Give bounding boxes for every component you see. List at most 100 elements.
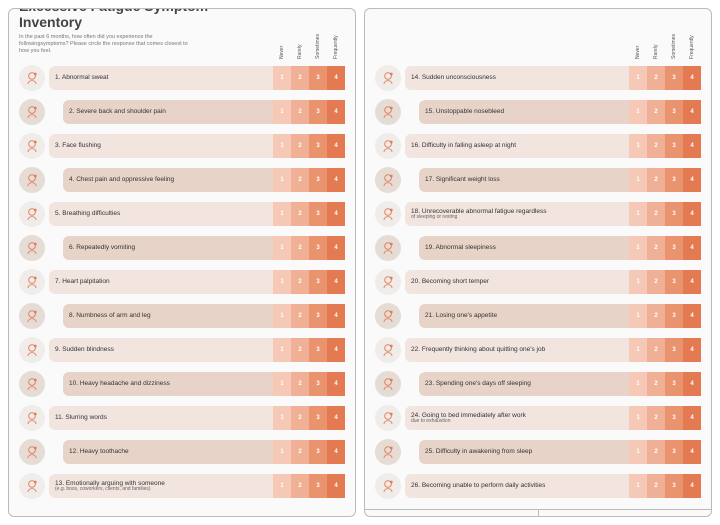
scale-option-4[interactable]: 4	[327, 338, 345, 362]
scale-option-4[interactable]: 4	[327, 406, 345, 430]
scale-option-3[interactable]: 3	[309, 372, 327, 396]
scale-option-2[interactable]: 2	[291, 168, 309, 192]
scale-option-3[interactable]: 3	[665, 406, 683, 430]
scale-option-4[interactable]: 4	[683, 202, 701, 226]
scale-option-2[interactable]: 2	[647, 440, 665, 464]
scale-option-1[interactable]: 1	[629, 304, 647, 328]
scale-option-2[interactable]: 2	[291, 474, 309, 498]
scale-option-4[interactable]: 4	[327, 168, 345, 192]
scale-option-1[interactable]: 1	[629, 440, 647, 464]
scale-option-1[interactable]: 1	[273, 270, 291, 294]
scale-option-3[interactable]: 3	[309, 134, 327, 158]
scale-option-4[interactable]: 4	[683, 304, 701, 328]
scale-option-2[interactable]: 2	[647, 100, 665, 124]
scale-option-3[interactable]: 3	[309, 100, 327, 124]
scale-option-2[interactable]: 2	[291, 236, 309, 260]
scale-option-3[interactable]: 3	[665, 100, 683, 124]
scale-option-1[interactable]: 1	[273, 66, 291, 90]
scale-option-1[interactable]: 1	[629, 202, 647, 226]
scale-option-1[interactable]: 1	[273, 202, 291, 226]
scale-option-2[interactable]: 2	[291, 100, 309, 124]
scale-option-3[interactable]: 3	[665, 202, 683, 226]
scale-option-2[interactable]: 2	[647, 202, 665, 226]
scale-option-4[interactable]: 4	[327, 100, 345, 124]
scale-option-4[interactable]: 4	[327, 440, 345, 464]
scale-option-1[interactable]: 1	[273, 134, 291, 158]
scale-option-2[interactable]: 2	[647, 304, 665, 328]
scale-option-1[interactable]: 1	[273, 304, 291, 328]
scale-option-3[interactable]: 3	[665, 440, 683, 464]
scale-option-2[interactable]: 2	[647, 168, 665, 192]
scale-option-3[interactable]: 3	[665, 270, 683, 294]
scale-option-3[interactable]: 3	[309, 270, 327, 294]
scale-option-1[interactable]: 1	[629, 66, 647, 90]
scale-option-2[interactable]: 2	[291, 304, 309, 328]
scale-option-1[interactable]: 1	[273, 406, 291, 430]
scale-option-4[interactable]: 4	[327, 474, 345, 498]
scale-option-1[interactable]: 1	[629, 100, 647, 124]
scale-option-3[interactable]: 3	[309, 406, 327, 430]
scale-option-3[interactable]: 3	[665, 372, 683, 396]
scale-option-1[interactable]: 1	[629, 406, 647, 430]
scale-option-2[interactable]: 2	[647, 406, 665, 430]
scale-option-4[interactable]: 4	[683, 168, 701, 192]
scale-option-3[interactable]: 3	[309, 338, 327, 362]
scale-option-1[interactable]: 1	[629, 134, 647, 158]
scale-option-1[interactable]: 1	[273, 440, 291, 464]
scale-option-2[interactable]: 2	[291, 338, 309, 362]
scale-option-3[interactable]: 3	[309, 168, 327, 192]
scale-option-4[interactable]: 4	[327, 270, 345, 294]
scale-option-4[interactable]: 4	[683, 338, 701, 362]
scale-option-2[interactable]: 2	[291, 66, 309, 90]
scale-option-4[interactable]: 4	[327, 372, 345, 396]
scale-option-3[interactable]: 3	[309, 66, 327, 90]
scale-option-1[interactable]: 1	[629, 474, 647, 498]
scale-option-4[interactable]: 4	[683, 236, 701, 260]
scale-option-4[interactable]: 4	[683, 440, 701, 464]
scale-option-2[interactable]: 2	[647, 134, 665, 158]
scale-option-2[interactable]: 2	[291, 406, 309, 430]
scale-option-4[interactable]: 4	[683, 474, 701, 498]
scale-option-2[interactable]: 2	[291, 134, 309, 158]
scale-option-2[interactable]: 2	[291, 202, 309, 226]
scale-option-2[interactable]: 2	[647, 270, 665, 294]
scale-option-4[interactable]: 4	[327, 66, 345, 90]
scale-option-1[interactable]: 1	[273, 338, 291, 362]
scale-option-1[interactable]: 1	[629, 168, 647, 192]
scale-option-4[interactable]: 4	[327, 134, 345, 158]
scale-option-3[interactable]: 3	[665, 168, 683, 192]
scale-option-4[interactable]: 4	[327, 304, 345, 328]
scale-option-3[interactable]: 3	[309, 236, 327, 260]
scale-option-2[interactable]: 2	[647, 372, 665, 396]
scale-option-4[interactable]: 4	[327, 202, 345, 226]
scale-option-3[interactable]: 3	[665, 236, 683, 260]
scale-option-4[interactable]: 4	[327, 236, 345, 260]
scale-option-3[interactable]: 3	[665, 66, 683, 90]
scale-option-3[interactable]: 3	[665, 304, 683, 328]
scale-option-4[interactable]: 4	[683, 372, 701, 396]
scale-option-3[interactable]: 3	[309, 440, 327, 464]
scale-option-1[interactable]: 1	[629, 270, 647, 294]
scale-option-2[interactable]: 2	[291, 440, 309, 464]
scale-option-1[interactable]: 1	[273, 168, 291, 192]
scale-option-1[interactable]: 1	[273, 474, 291, 498]
scale-option-2[interactable]: 2	[291, 372, 309, 396]
scale-option-3[interactable]: 3	[665, 474, 683, 498]
scale-option-4[interactable]: 4	[683, 100, 701, 124]
scale-option-1[interactable]: 1	[273, 236, 291, 260]
scale-option-1[interactable]: 1	[629, 372, 647, 396]
scale-option-4[interactable]: 4	[683, 406, 701, 430]
scale-option-4[interactable]: 4	[683, 270, 701, 294]
scale-option-1[interactable]: 1	[629, 338, 647, 362]
scale-option-1[interactable]: 1	[273, 372, 291, 396]
scale-option-2[interactable]: 2	[647, 236, 665, 260]
scale-option-1[interactable]: 1	[273, 100, 291, 124]
scale-option-4[interactable]: 4	[683, 134, 701, 158]
scale-option-3[interactable]: 3	[665, 338, 683, 362]
scale-option-2[interactable]: 2	[647, 338, 665, 362]
scale-option-3[interactable]: 3	[309, 304, 327, 328]
scale-option-3[interactable]: 3	[665, 134, 683, 158]
scale-option-4[interactable]: 4	[683, 66, 701, 90]
scale-option-2[interactable]: 2	[647, 66, 665, 90]
scale-option-2[interactable]: 2	[291, 270, 309, 294]
